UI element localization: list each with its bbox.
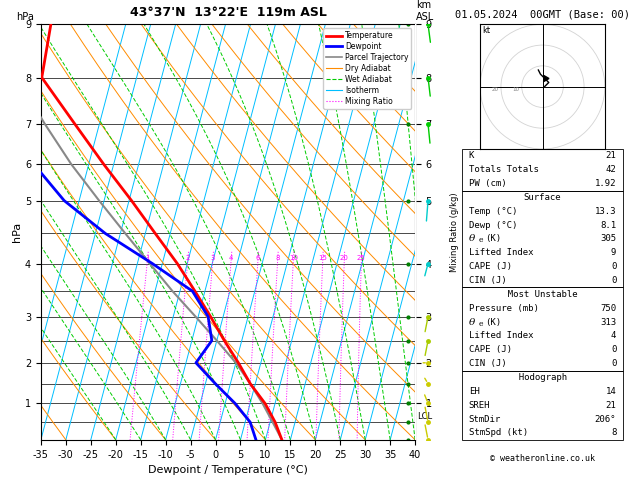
Text: 0: 0 (611, 262, 616, 271)
Text: 9: 9 (611, 248, 616, 258)
Text: hPa: hPa (16, 12, 33, 22)
Bar (462, 287, 623, 370)
Text: 0: 0 (611, 345, 616, 354)
Text: θ: θ (469, 234, 475, 243)
Text: θ: θ (469, 317, 475, 327)
Text: Lifted Index: Lifted Index (469, 331, 533, 341)
Text: LCL: LCL (416, 412, 431, 421)
Text: 15: 15 (318, 255, 327, 260)
Bar (462, 191, 623, 287)
Text: 01.05.2024  00GMT (Base: 00): 01.05.2024 00GMT (Base: 00) (455, 9, 629, 19)
Text: 25: 25 (357, 255, 365, 260)
Text: Temp (°C): Temp (°C) (469, 207, 517, 216)
Text: 2: 2 (186, 255, 190, 260)
Text: (K): (K) (485, 234, 501, 243)
Text: 8: 8 (611, 428, 616, 437)
Text: e: e (478, 320, 483, 328)
Text: CIN (J): CIN (J) (469, 276, 506, 285)
Text: 313: 313 (600, 317, 616, 327)
Text: kt: kt (482, 26, 491, 35)
Text: StmSpd (kt): StmSpd (kt) (469, 428, 528, 437)
Text: CIN (J): CIN (J) (469, 359, 506, 368)
Text: Totals Totals: Totals Totals (469, 165, 538, 174)
Text: 1: 1 (145, 255, 150, 260)
Text: km
ASL: km ASL (416, 0, 434, 22)
Text: 0: 0 (611, 276, 616, 285)
Text: 4: 4 (229, 255, 233, 260)
Text: 750: 750 (600, 304, 616, 313)
Text: 10: 10 (513, 87, 520, 92)
Text: 1.92: 1.92 (595, 179, 616, 188)
Text: SREH: SREH (469, 400, 490, 410)
Text: Dewp (°C): Dewp (°C) (469, 221, 517, 230)
Text: CAPE (J): CAPE (J) (469, 262, 512, 271)
Y-axis label: hPa: hPa (12, 222, 22, 242)
Text: Surface: Surface (524, 193, 561, 202)
Text: 20: 20 (492, 87, 499, 92)
Text: e: e (478, 237, 483, 244)
Text: 43°37'N  13°22'E  119m ASL: 43°37'N 13°22'E 119m ASL (130, 6, 326, 19)
Text: PW (cm): PW (cm) (469, 179, 506, 188)
Text: 21: 21 (606, 151, 616, 160)
Text: Most Unstable: Most Unstable (497, 290, 588, 299)
Text: K: K (469, 151, 474, 160)
Text: 10: 10 (289, 255, 298, 260)
X-axis label: Dewpoint / Temperature (°C): Dewpoint / Temperature (°C) (148, 465, 308, 475)
Text: 6: 6 (255, 255, 260, 260)
Text: CAPE (J): CAPE (J) (469, 345, 512, 354)
Text: 4: 4 (611, 331, 616, 341)
Legend: Temperature, Dewpoint, Parcel Trajectory, Dry Adiabat, Wet Adiabat, Isotherm, Mi: Temperature, Dewpoint, Parcel Trajectory… (323, 28, 411, 109)
Text: 13.3: 13.3 (595, 207, 616, 216)
Text: 20: 20 (340, 255, 348, 260)
Bar (462, 370, 623, 440)
Text: EH: EH (469, 387, 479, 396)
Text: 8.1: 8.1 (600, 221, 616, 230)
Text: 3: 3 (211, 255, 215, 260)
Text: Pressure (mb): Pressure (mb) (469, 304, 538, 313)
Text: 305: 305 (600, 234, 616, 243)
Text: 8: 8 (276, 255, 280, 260)
Text: (K): (K) (485, 317, 501, 327)
Text: © weatheronline.co.uk: © weatheronline.co.uk (490, 454, 595, 464)
Text: 21: 21 (606, 400, 616, 410)
Text: Lifted Index: Lifted Index (469, 248, 533, 258)
Text: 42: 42 (606, 165, 616, 174)
Text: Mixing Ratio (g/kg): Mixing Ratio (g/kg) (450, 192, 459, 272)
Text: Hodograph: Hodograph (508, 373, 577, 382)
Bar (462, 149, 623, 191)
Text: 14: 14 (606, 387, 616, 396)
Text: 0: 0 (611, 359, 616, 368)
Text: StmDir: StmDir (469, 415, 501, 424)
Text: 206°: 206° (595, 415, 616, 424)
